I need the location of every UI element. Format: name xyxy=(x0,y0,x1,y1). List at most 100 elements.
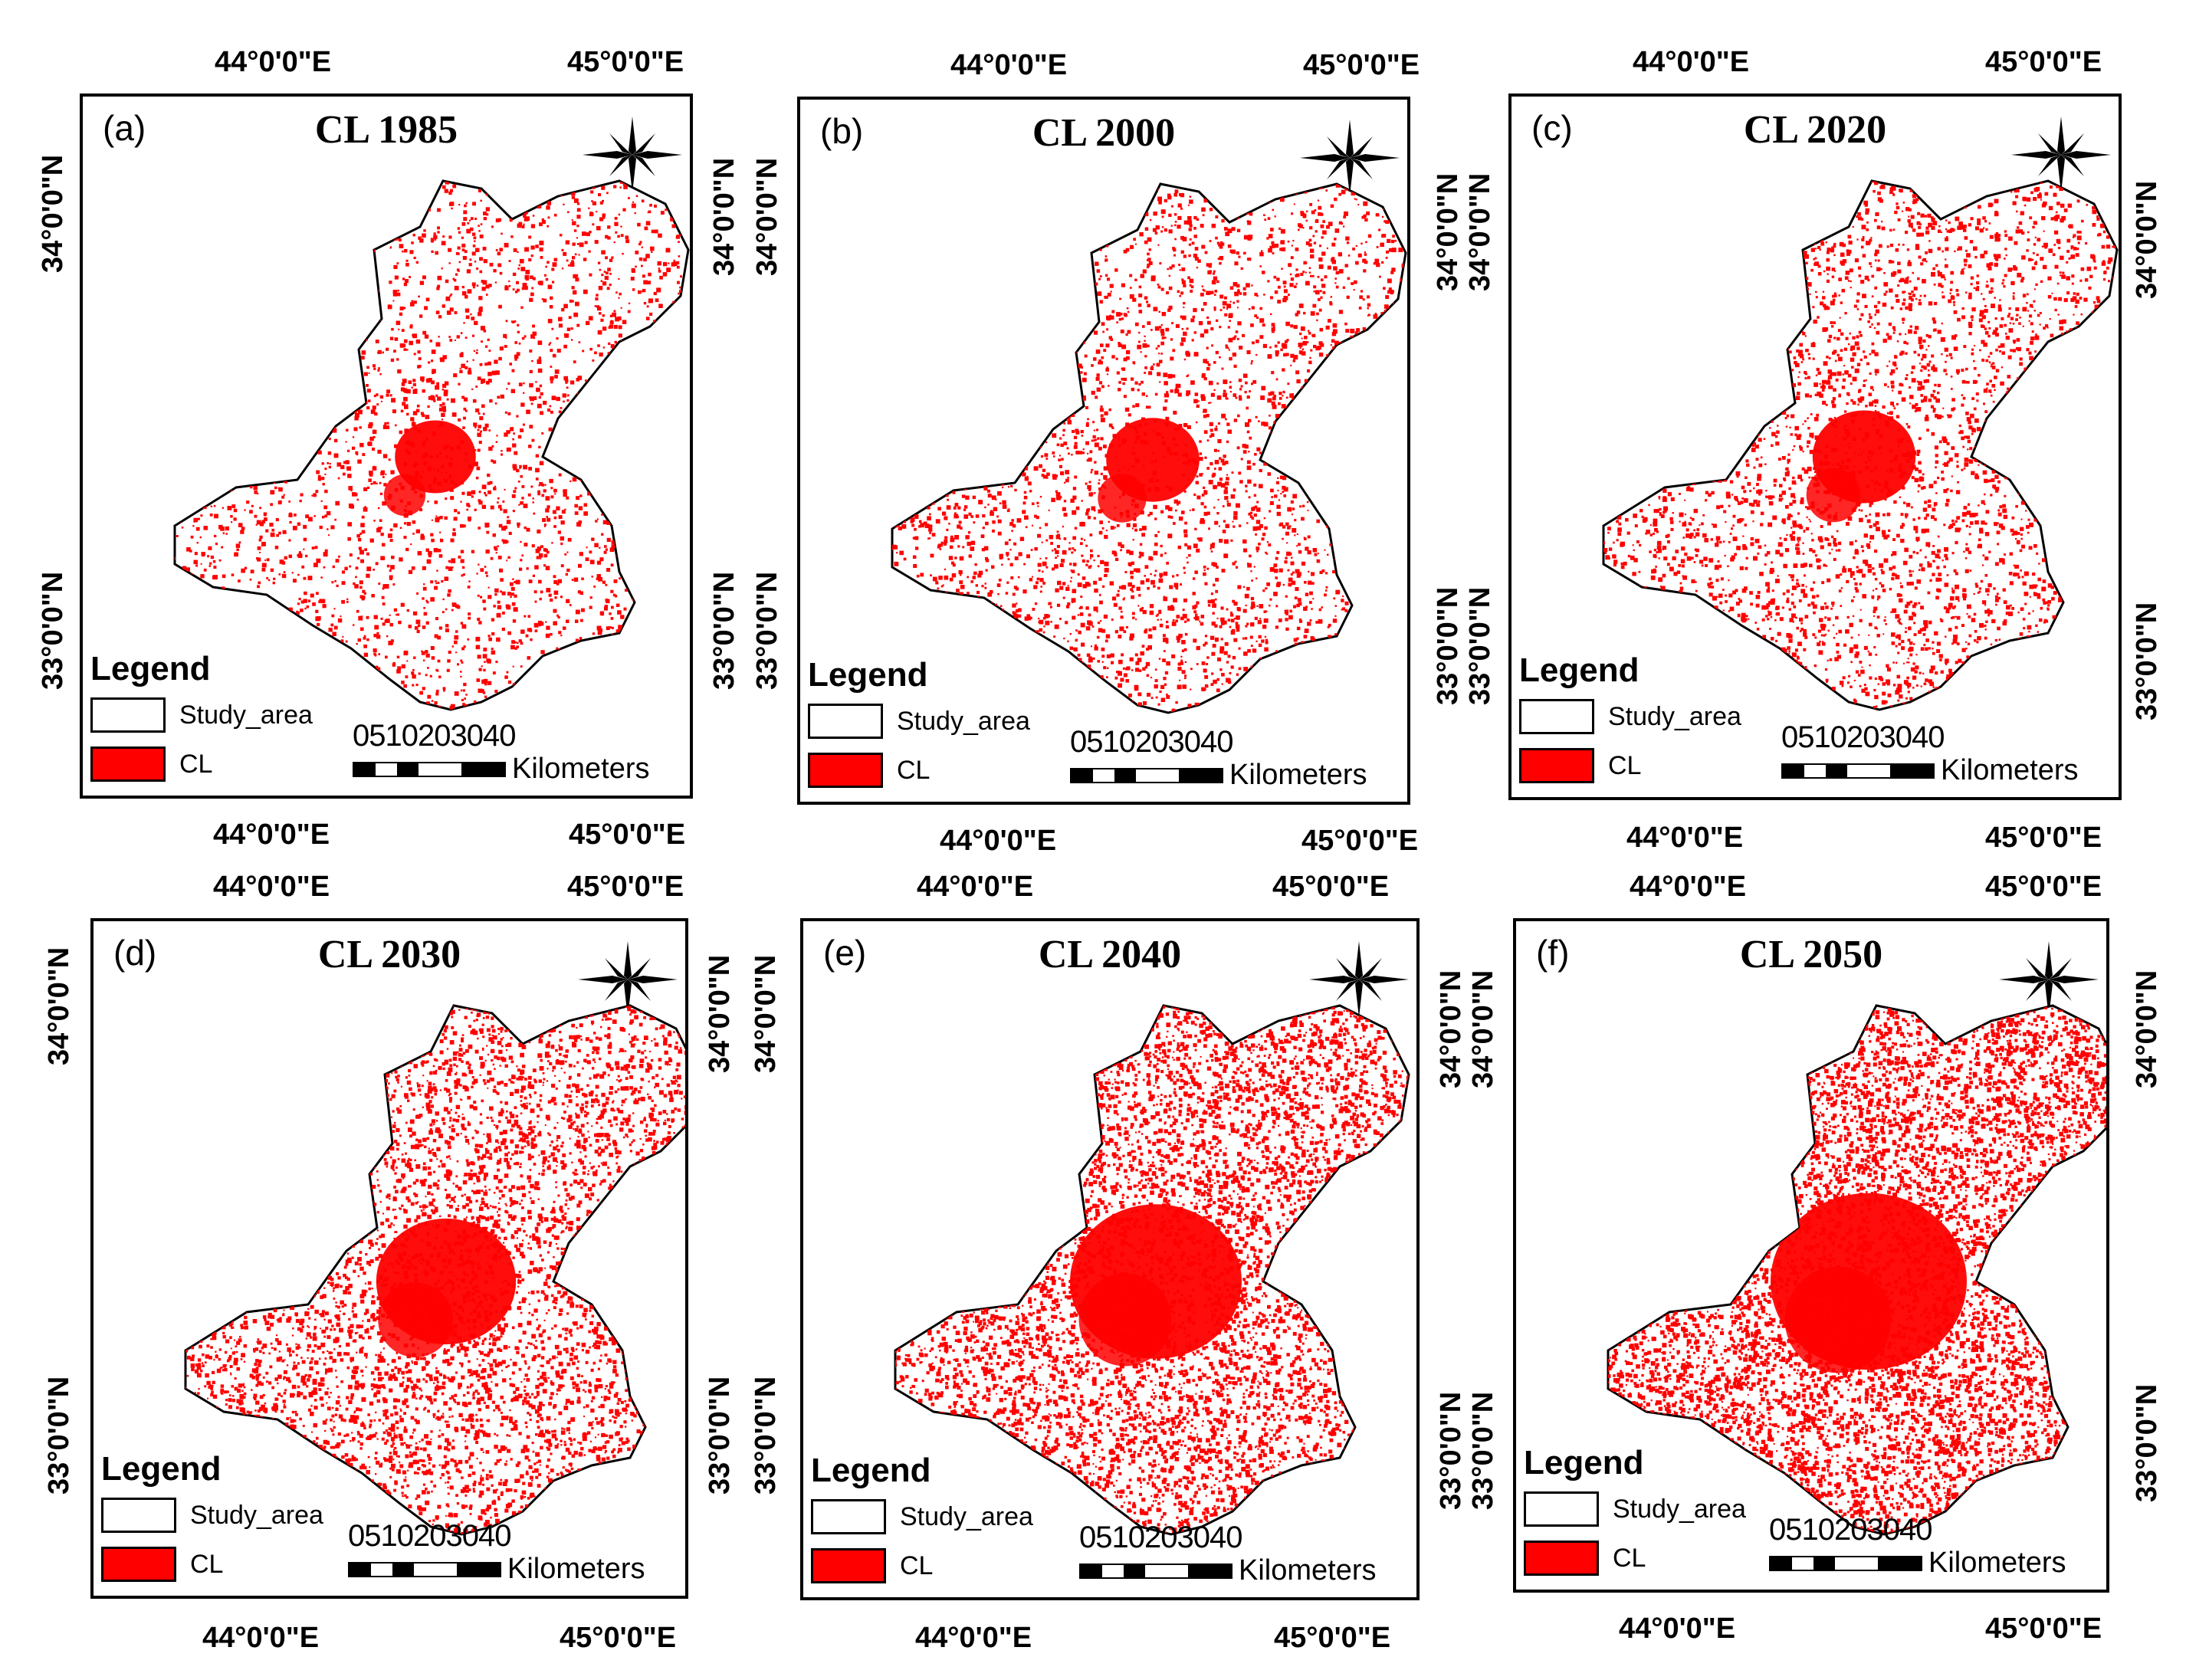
legend-item-cl: CL xyxy=(811,1547,933,1585)
legend-title: Legend xyxy=(808,656,927,694)
lon-label-top-e-right: 45°0'0"E xyxy=(1272,872,1389,901)
scale-bar xyxy=(1769,1556,1922,1571)
lon-label-bottom-a-right: 45°0'0"E xyxy=(569,820,685,849)
lat-label-e-left-top-1: 34°0'0"N xyxy=(704,955,736,1073)
lat-label-c-right-top: 34°0'0"N xyxy=(2131,181,2163,299)
panel-label: (b) xyxy=(820,110,863,152)
lon-label-top-f-right: 45°0'0"E xyxy=(1985,872,2102,901)
legend-label: CL xyxy=(1613,1544,1646,1573)
legend-swatch-cl xyxy=(1524,1541,1599,1576)
scale-bar xyxy=(1070,768,1223,783)
panel-label: (a) xyxy=(103,107,146,149)
lon-label-top-b-left: 44°0'0"E xyxy=(950,51,1067,80)
lon-label-bottom-e-right: 45°0'0"E xyxy=(1274,1623,1390,1652)
scale-bar xyxy=(348,1562,501,1577)
lon-label-bottom-d-right: 45°0'0"E xyxy=(560,1623,676,1652)
north-arrow-icon xyxy=(1309,941,1409,1018)
lon-label-top-c-left: 44°0'0"E xyxy=(1633,48,1749,77)
scale-bar-unit: Kilometers xyxy=(1239,1554,1377,1587)
legend-title: Legend xyxy=(90,650,210,688)
panel-title: CL 2020 xyxy=(1511,107,2119,153)
legend-item-cl: CL xyxy=(1524,1539,1646,1577)
legend-label: CL xyxy=(900,1551,933,1581)
lat-label-c-left-bottom-2: 33°0'0"N xyxy=(1464,587,1496,705)
lon-label-top-e-left: 44°0'0"E xyxy=(917,872,1033,901)
scale-bar xyxy=(353,762,506,777)
legend-swatch-cl xyxy=(808,753,883,788)
lat-label-e-left-top-2: 34°0'0"N xyxy=(750,955,782,1073)
lat-label-f-left-top-2: 34°0'0"N xyxy=(1467,970,1499,1088)
legend-label: Study_area xyxy=(1608,702,1741,732)
map-panel-d: (d) CL 2030 Legend Study_area CL 0510203… xyxy=(90,918,688,1599)
lon-label-top-d-left: 44°0'0"E xyxy=(213,872,330,901)
legend-swatch-cl xyxy=(90,746,166,782)
legend-title: Legend xyxy=(811,1452,931,1490)
scale-bar xyxy=(1781,763,1935,779)
north-arrow-icon xyxy=(1300,120,1400,196)
legend-label: Study_area xyxy=(900,1502,1033,1532)
lat-label-f-right-bottom: 33°0'0"N xyxy=(2131,1384,2163,1502)
panel-title: CL 2000 xyxy=(800,110,1407,156)
legend-item-study-area: Study_area xyxy=(1524,1490,1746,1528)
scale-bar-unit: Kilometers xyxy=(507,1553,645,1586)
study-area-map xyxy=(891,182,1407,714)
legend-label: Study_area xyxy=(1613,1495,1746,1524)
lat-label-b-left-top-1: 34°0'0"N xyxy=(708,158,740,276)
legend-label: CL xyxy=(179,750,212,779)
lon-label-bottom-b-right: 45°0'0"E xyxy=(1301,826,1418,855)
map-panel-e: (e) CL 2040 Legend Study_area CL 0510203… xyxy=(800,918,1420,1600)
scale-bar-unit: Kilometers xyxy=(1229,759,1367,792)
north-arrow-icon xyxy=(578,941,678,1018)
legend-swatch-study-area xyxy=(101,1498,176,1533)
lon-label-bottom-d-left: 44°0'0"E xyxy=(202,1623,319,1652)
legend-label: Study_area xyxy=(897,707,1030,737)
panel-label: (e) xyxy=(823,932,866,973)
lon-label-top-b-right: 45°0'0"E xyxy=(1303,51,1420,80)
legend-item-study-area: Study_area xyxy=(101,1496,323,1534)
lon-label-bottom-f-left: 44°0'0"E xyxy=(1619,1614,1735,1643)
scale-bar-numbers: 0510203040 xyxy=(1769,1513,1932,1547)
lon-label-bottom-e-left: 44°0'0"E xyxy=(915,1623,1032,1652)
lat-label-e-left-bottom-2: 33°0'0"N xyxy=(750,1376,782,1495)
study-area-map xyxy=(894,1004,1410,1536)
lat-label-c-right-bottom: 33°0'0"N xyxy=(2131,602,2163,720)
lat-label-b-left-bottom-1: 33°0'0"N xyxy=(708,572,740,690)
map-panel-f: (f) CL 2050 Legend Study_area CL 0510203… xyxy=(1513,918,2109,1593)
study-area-map xyxy=(1602,179,2119,711)
legend-label: Study_area xyxy=(190,1501,323,1531)
lon-label-top-d-right: 45°0'0"E xyxy=(567,872,684,901)
scale-bar-numbers: 0510203040 xyxy=(353,719,516,753)
panel-label: (f) xyxy=(1536,932,1569,973)
lon-label-bottom-b-left: 44°0'0"E xyxy=(940,826,1056,855)
lon-label-top-a-right: 45°0'0"E xyxy=(567,48,684,77)
north-arrow-icon xyxy=(1999,941,2099,1018)
legend-swatch-study-area xyxy=(808,704,883,739)
lat-label-d-left-bottom: 33°0'0"N xyxy=(43,1376,75,1495)
legend-swatch-study-area xyxy=(811,1499,886,1534)
scale-bar-unit: Kilometers xyxy=(512,753,650,786)
scale-bar xyxy=(1079,1564,1232,1579)
scale-bar-unit: Kilometers xyxy=(1941,754,2079,787)
study-area-map xyxy=(1607,1004,2106,1536)
study-area-map xyxy=(173,179,690,711)
legend-item-cl: CL xyxy=(101,1545,223,1583)
legend-label: CL xyxy=(897,756,930,786)
scale-bar-unit: Kilometers xyxy=(1928,1547,2066,1580)
north-arrow-icon xyxy=(583,116,682,193)
scale-bar-numbers: 0510203040 xyxy=(1070,725,1233,760)
scale-bar-numbers: 0510203040 xyxy=(348,1519,511,1554)
panel-title: CL 2030 xyxy=(94,932,685,977)
legend-swatch-cl xyxy=(1519,748,1594,783)
legend-swatch-study-area xyxy=(1519,699,1594,734)
lat-label-f-left-top-1: 34°0'0"N xyxy=(1435,970,1467,1088)
lon-label-top-f-left: 44°0'0"E xyxy=(1630,872,1746,901)
map-panel-a: (a) CL 1985 Legend Study_area CL 0510203… xyxy=(80,94,693,799)
legend-item-study-area: Study_area xyxy=(808,702,1030,740)
legend-label: Study_area xyxy=(179,701,313,730)
legend-swatch-study-area xyxy=(1524,1491,1599,1527)
lat-label-f-left-bottom-1: 33°0'0"N xyxy=(1435,1392,1467,1510)
lat-label-b-left-top-2: 34°0'0"N xyxy=(751,158,783,276)
legend-label: CL xyxy=(190,1550,223,1580)
lon-label-bottom-c-right: 45°0'0"E xyxy=(1985,823,2102,852)
lat-label-e-left-bottom-1: 33°0'0"N xyxy=(704,1376,736,1495)
